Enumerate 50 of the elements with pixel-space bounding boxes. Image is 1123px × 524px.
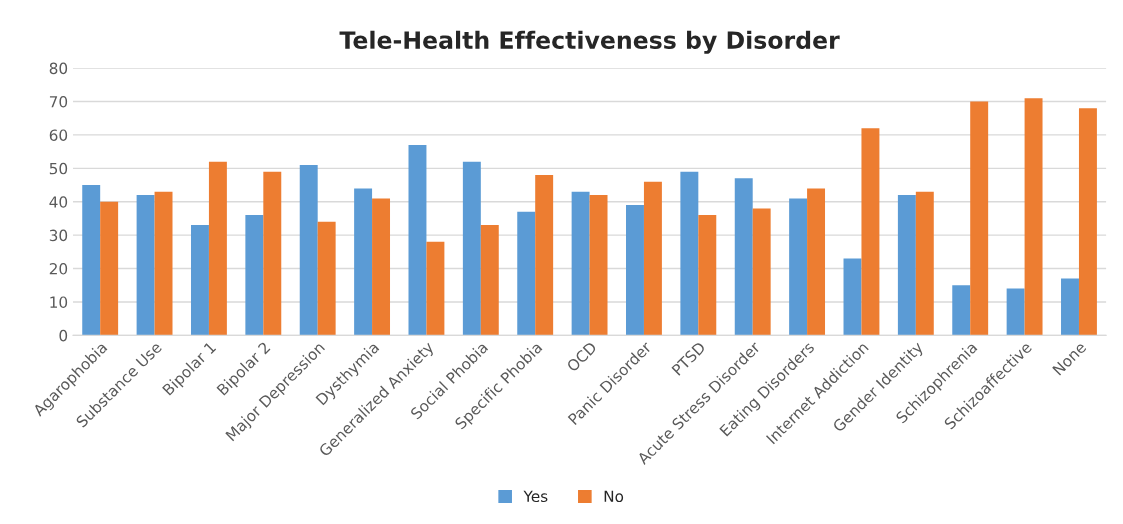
y-tick-label: 60: [49, 129, 68, 141]
bar: [571, 191, 590, 336]
bar: [245, 215, 264, 336]
bar: [263, 171, 282, 336]
bar: [698, 215, 717, 336]
y-tick-label: 40: [49, 196, 68, 208]
bar: [861, 128, 880, 336]
bar: [752, 208, 771, 336]
bar: [154, 191, 173, 336]
y-tick-label: 20: [49, 263, 68, 275]
bar: [190, 225, 209, 336]
bar: [426, 241, 445, 336]
bar: [1078, 108, 1097, 336]
bar: [897, 195, 916, 336]
bar: [807, 188, 826, 336]
bar: [680, 171, 699, 336]
bar: [643, 181, 662, 336]
bar: [952, 285, 971, 336]
bar: [100, 201, 119, 336]
y-tick-label: 0: [59, 329, 68, 342]
bar: [372, 198, 391, 336]
bar: [1061, 278, 1079, 336]
legend-label: No: [604, 490, 624, 503]
bar: [517, 211, 536, 336]
legend-label: Yes: [523, 490, 548, 503]
bar: [535, 175, 554, 336]
bar: [480, 225, 499, 336]
bar: [1024, 98, 1043, 336]
bar: [915, 191, 934, 336]
y-tick-label: 10: [50, 296, 68, 308]
y-tick-label: 50: [49, 162, 68, 175]
chart-title: Tele-Health Effectiveness by Disorder: [339, 30, 840, 54]
bar: [843, 258, 862, 336]
bar: [734, 178, 753, 336]
bar: [354, 188, 373, 336]
y-tick-label: 70: [49, 95, 68, 108]
bar: [789, 198, 808, 336]
bar: [317, 221, 336, 336]
y-tick-label: 30: [49, 229, 68, 242]
bar: [589, 195, 608, 336]
bar: [136, 195, 155, 336]
bar: [626, 205, 644, 336]
bar: [1006, 288, 1025, 336]
y-tick-label: 80: [49, 62, 68, 75]
bar: [299, 164, 318, 336]
bar: [208, 161, 227, 336]
bar: [408, 144, 427, 336]
bar: [462, 161, 481, 336]
bar: [970, 101, 989, 336]
bar: [82, 185, 101, 336]
